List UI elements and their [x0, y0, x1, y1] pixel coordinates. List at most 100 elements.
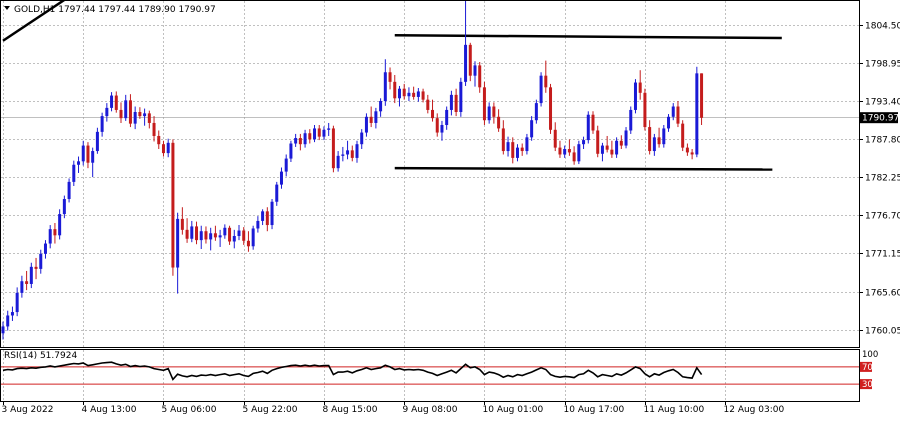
candle-body: [157, 135, 161, 145]
candle-body: [633, 82, 637, 110]
candle-body: [652, 137, 656, 152]
candle-body: [218, 235, 222, 238]
candle-body: [676, 106, 680, 124]
candle-body: [265, 211, 269, 226]
candle-body: [355, 144, 359, 158]
candle-body: [487, 106, 491, 121]
rsi-line: [2, 361, 703, 381]
time-tick-label: 5 Aug 06:00: [162, 405, 217, 415]
instrument-ohlc-label: GOLD,H1 1797.44 1797.44 1789.90 1790.97: [14, 5, 216, 15]
candle-body: [667, 116, 671, 129]
price-tick-label: 1776.70: [865, 212, 900, 222]
candle-body: [232, 236, 236, 242]
candle-body: [685, 147, 689, 153]
candle-body: [525, 137, 529, 152]
candle-body: [440, 125, 444, 133]
candle-body: [91, 151, 95, 163]
candle-body: [412, 92, 416, 97]
candle-body: [497, 116, 501, 129]
candle-body: [629, 109, 633, 131]
candle-body: [558, 147, 562, 155]
candle-body: [662, 128, 666, 145]
candle-body: [464, 44, 468, 82]
candle-body: [596, 130, 600, 154]
candle-body: [407, 92, 411, 97]
time-tick-label: 10 Aug 01:00: [483, 405, 544, 415]
candle-body: [643, 92, 647, 128]
candle-body: [138, 111, 142, 117]
price-tick-label: 1787.80: [865, 136, 900, 146]
candle-body: [237, 230, 241, 237]
candle-body: [261, 211, 265, 221]
candle-body: [195, 226, 199, 241]
candle-body: [29, 266, 33, 284]
candle-body: [700, 73, 704, 118]
candle-body: [284, 158, 288, 172]
candle-body: [25, 281, 29, 284]
candle-body: [364, 116, 368, 133]
resistance-line: [394, 34, 782, 40]
candle-body: [256, 220, 260, 229]
candle-body: [228, 227, 232, 242]
candle-body: [180, 218, 184, 230]
candle-body: [100, 116, 104, 132]
candle-body: [77, 161, 81, 165]
time-tick-label: 5 Aug 22:00: [243, 405, 298, 415]
candle-body: [190, 226, 194, 239]
candle-body: [152, 122, 156, 136]
candle-body: [275, 184, 279, 202]
candle-body: [105, 107, 109, 117]
candle-body: [416, 91, 420, 97]
candle-body: [577, 144, 581, 162]
rsi-label: RSI(14) 51.7924: [4, 351, 77, 361]
candle-body: [279, 171, 283, 185]
rsi-scale-label: 70: [862, 363, 873, 373]
candle-body: [95, 131, 99, 152]
candle-body: [67, 181, 71, 200]
candle-body: [246, 240, 250, 247]
candle-body: [223, 227, 227, 236]
candle-body: [553, 129, 557, 148]
candle-body: [648, 127, 652, 152]
instrument-header: GOLD,H1 1797.44 1797.44 1789.90 1790.97: [4, 5, 216, 15]
rsi-scale-label: 30: [862, 380, 873, 390]
candle-body: [388, 72, 392, 82]
candle-body: [478, 65, 482, 88]
candle-body: [473, 65, 477, 76]
candle-body: [501, 128, 505, 152]
time-tick-label: 8 Aug 15:00: [323, 405, 378, 415]
candle-body: [445, 109, 449, 126]
candle-body: [114, 95, 118, 110]
candle-body: [303, 133, 307, 145]
candle-body: [133, 111, 137, 124]
candle-body: [185, 229, 189, 239]
candle-body: [534, 103, 538, 121]
candle-body: [166, 142, 170, 154]
candle-body: [242, 230, 246, 241]
price-tick-label: 1765.60: [865, 289, 900, 299]
candle-body: [34, 266, 38, 269]
candle-body: [204, 231, 208, 240]
dropdown-triangle-icon[interactable]: [4, 6, 10, 10]
candle-body: [544, 75, 548, 88]
candle-body: [48, 229, 52, 244]
candle-body: [43, 243, 47, 254]
candle-body: [72, 164, 76, 182]
candle-body: [86, 145, 90, 163]
candle-body: [171, 142, 175, 268]
candle-body: [39, 253, 43, 269]
candle-body: [294, 138, 298, 144]
candle-body: [199, 231, 203, 241]
candle-body: [638, 82, 642, 93]
candle-body: [119, 109, 123, 119]
candle-body: [322, 129, 326, 137]
time-tick-label: 11 Aug 10:00: [644, 405, 705, 415]
candle-body: [317, 128, 321, 137]
price-tick-label: 1798.95: [865, 60, 900, 70]
candle-body: [20, 281, 24, 293]
candle-body: [515, 147, 519, 158]
candle-body: [209, 233, 213, 240]
candle-body: [539, 75, 543, 104]
candle-body: [81, 145, 85, 162]
